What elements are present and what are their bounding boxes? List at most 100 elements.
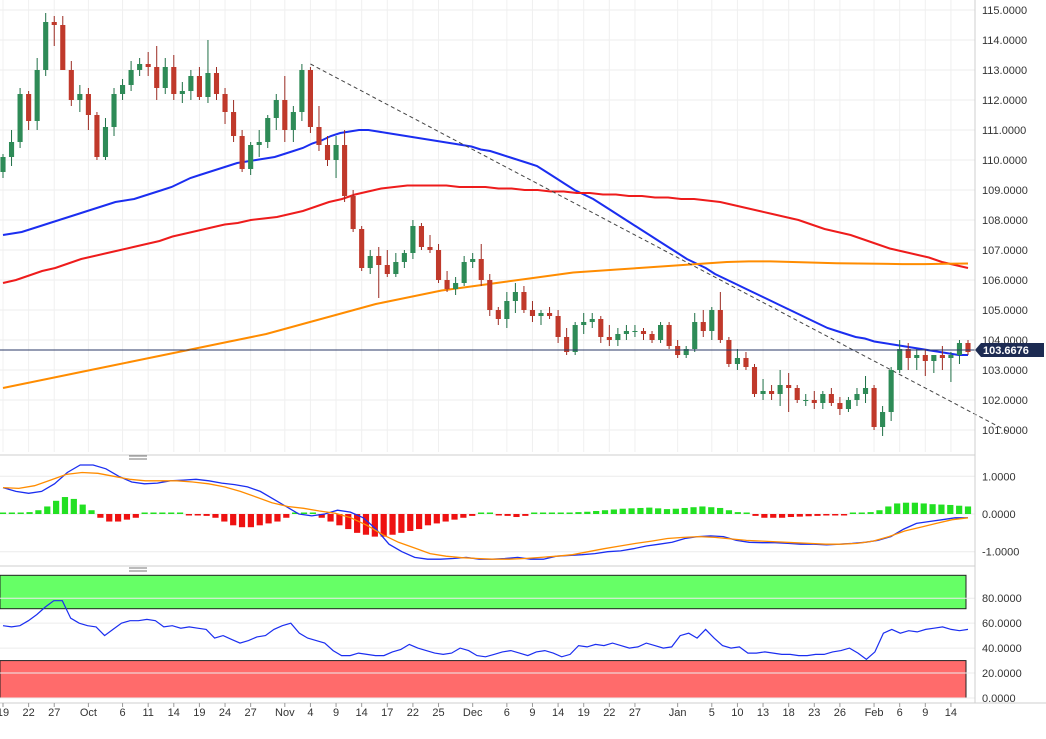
- price-axis-tick-label: 101.0000: [982, 425, 1028, 437]
- macd-histogram-bar: [734, 512, 741, 514]
- candle: [367, 250, 373, 274]
- macd-histogram-bar: [256, 514, 263, 526]
- macd-histogram-bar: [194, 514, 201, 516]
- candle: [0, 154, 6, 178]
- candle-body: [760, 391, 766, 394]
- candle: [282, 76, 288, 142]
- candle-body: [546, 313, 553, 316]
- candle-body: [572, 325, 578, 352]
- candle-body: [119, 85, 126, 94]
- macd-histogram-bar: [672, 508, 679, 514]
- candle-body: [487, 280, 493, 310]
- macd-histogram-bar: [858, 512, 865, 514]
- candle-body: [803, 400, 809, 401]
- macd-histogram-bar: [513, 514, 520, 518]
- candle-body: [700, 322, 706, 331]
- candle-body: [359, 229, 365, 268]
- macd-histogram-bar: [61, 497, 69, 514]
- candle: [837, 397, 843, 415]
- candle: [34, 58, 40, 130]
- candle: [60, 16, 66, 70]
- candle: [470, 253, 476, 268]
- macd-histogram-bar: [442, 514, 449, 522]
- candle: [265, 115, 271, 148]
- candle-body: [342, 145, 348, 196]
- candle: [8, 130, 15, 166]
- candle: [862, 376, 869, 403]
- price-axis-tick-label: 112.0000: [982, 95, 1027, 107]
- macd-histogram-bar: [823, 514, 830, 516]
- macd-histogram-bar: [628, 508, 635, 514]
- candle: [700, 310, 706, 337]
- macd-histogram-bar: [593, 510, 600, 514]
- candle: [43, 13, 49, 76]
- macd-histogram-bar: [345, 514, 352, 530]
- x-axis-tick-label: 6: [504, 707, 510, 719]
- candle-body: [965, 343, 971, 352]
- rsi-panel-drag-handle[interactable]: [129, 567, 147, 572]
- candle-body: [555, 316, 561, 337]
- x-axis-tick-label: Oct: [80, 707, 97, 719]
- macd-histogram-bar: [486, 512, 494, 514]
- macd-histogram-bar: [53, 500, 60, 514]
- candle-body: [137, 64, 143, 70]
- candle-body: [43, 22, 49, 70]
- candle-body: [897, 349, 903, 370]
- price-panel: 101.0000102.0000103.0000104.0000105.0000…: [0, 0, 1044, 452]
- macd-histogram-bar: [725, 510, 733, 514]
- macd-histogram-bar: [752, 514, 759, 516]
- candle-body: [26, 94, 32, 121]
- macd-histogram-bar: [8, 512, 15, 514]
- candle: [213, 67, 220, 100]
- candle: [26, 91, 32, 130]
- x-axis-tick-label: 14: [945, 707, 957, 719]
- candle: [299, 64, 305, 121]
- candle: [401, 250, 407, 268]
- macd-histogram-bar: [902, 502, 910, 514]
- x-axis-tick-label: 22: [22, 707, 34, 719]
- candle-body: [751, 367, 758, 394]
- candle: [581, 313, 587, 334]
- candle-body: [248, 145, 254, 169]
- rsi-axis-tick-label: 20.0000: [982, 668, 1022, 680]
- candle: [845, 397, 852, 412]
- candle: [444, 271, 450, 292]
- candle: [769, 385, 775, 400]
- macd-histogram-bar: [292, 512, 299, 514]
- macd-histogram-bar: [929, 504, 936, 514]
- macd-histogram-bar: [619, 508, 626, 514]
- candle-body: [478, 259, 484, 280]
- candle-body: [367, 256, 373, 268]
- macd-histogram-bar: [407, 514, 414, 531]
- price-axis-tick-label: 111.0000: [982, 125, 1026, 137]
- moving-average-line-1: [2, 184, 969, 284]
- macd-histogram-bar: [495, 514, 502, 516]
- candle-body: [51, 22, 57, 25]
- candle-body: [504, 301, 510, 319]
- candle-body: [154, 67, 160, 88]
- candle: [196, 67, 202, 100]
- macd-histogram-bar: [504, 514, 511, 516]
- candle: [307, 67, 313, 133]
- macd-histogram-bar: [539, 512, 547, 514]
- candle: [777, 370, 783, 406]
- candle-body: [85, 94, 91, 115]
- candle-body: [418, 226, 425, 247]
- macd-histogram-bar: [318, 514, 325, 518]
- macd-histogram-bar: [283, 514, 290, 518]
- candle: [418, 223, 425, 250]
- candle: [811, 391, 817, 409]
- candle-body: [290, 112, 296, 130]
- macd-histogram-bar: [336, 514, 343, 526]
- macd-panel-drag-handle[interactable]: [129, 455, 147, 460]
- candle-body: [905, 349, 911, 358]
- macd-histogram-bar: [274, 514, 281, 522]
- candle-body: [939, 355, 945, 358]
- candle: [632, 325, 638, 337]
- candle-body: [470, 259, 476, 262]
- candle: [914, 349, 920, 370]
- macd-histogram-bar: [212, 514, 219, 518]
- macd-histogram-bar: [221, 514, 228, 522]
- candle-body: [726, 340, 732, 364]
- candle: [248, 142, 254, 175]
